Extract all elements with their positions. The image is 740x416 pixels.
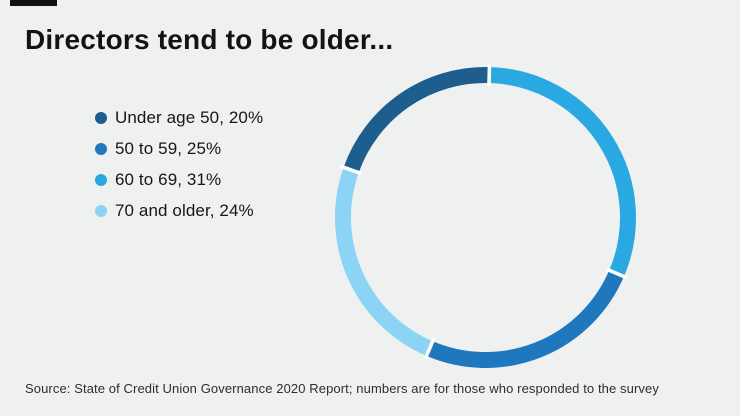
legend-item: 70 and older, 24% <box>95 195 263 226</box>
donut-segment <box>426 270 624 368</box>
legend-item: Under age 50, 20% <box>95 102 263 133</box>
legend-label: Under age 50, 20% <box>115 107 264 127</box>
legend-dot-icon <box>95 111 107 124</box>
source-note: Source: State of Credit Union Governance… <box>25 381 659 396</box>
chart-title: Directors tend to be older... <box>25 24 394 55</box>
donut-segment <box>343 67 490 173</box>
legend-label: 50 to 59, 25% <box>115 138 222 158</box>
donut-segment <box>335 167 433 356</box>
legend-label: 60 to 69, 31% <box>115 169 222 189</box>
legend-dot-icon <box>95 173 107 186</box>
legend-item: 50 to 59, 25% <box>95 133 263 164</box>
legend-item: 60 to 69, 31% <box>95 164 263 195</box>
segment-separator <box>340 164 363 176</box>
legend-label: 70 and older, 24% <box>115 200 254 220</box>
top-accent-bar <box>10 0 57 6</box>
segment-separator <box>487 64 492 87</box>
segment-separator <box>423 337 436 360</box>
chart-legend: Under age 50, 20% 50 to 59, 25% 60 to 69, … <box>95 102 263 226</box>
segment-separator <box>605 267 628 280</box>
legend-dot-icon <box>95 142 107 155</box>
donut-segment <box>489 67 636 277</box>
legend-dot-icon <box>95 204 107 217</box>
